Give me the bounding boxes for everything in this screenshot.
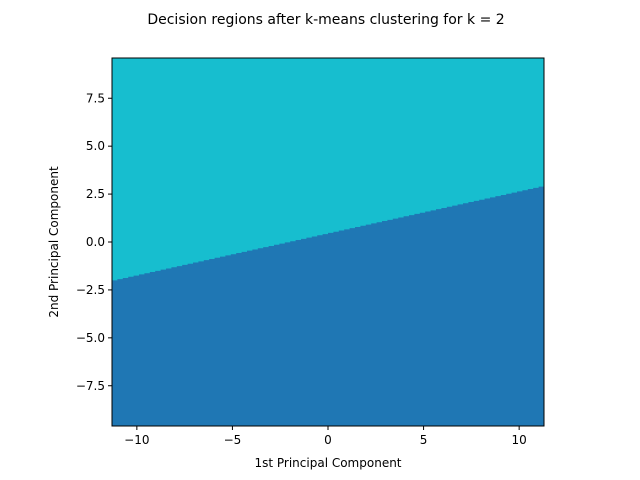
x-tick-label: −5	[224, 433, 242, 447]
y-tick-label: 2.5	[86, 187, 105, 201]
x-tick-label: −10	[124, 433, 149, 447]
y-axis-label: 2nd Principal Component	[47, 166, 61, 318]
y-tick-label: 7.5	[86, 91, 105, 105]
chart-title: Decision regions after k-means clusterin…	[147, 12, 504, 28]
plot-area	[111, 57, 545, 427]
x-axis: −10 −5 0 5 10	[124, 426, 527, 447]
x-tick-label: 5	[420, 433, 428, 447]
y-tick-label: −2.5	[76, 283, 105, 297]
x-tick-label: 10	[512, 433, 527, 447]
x-tick-label: 0	[324, 433, 332, 447]
y-tick-label: −5.0	[76, 331, 105, 345]
x-axis-label: 1st Principal Component	[254, 456, 401, 470]
y-tick-label: 0.0	[86, 235, 105, 249]
y-axis: −7.5 −5.0 −2.5 0.0 2.5 5.0 7.5	[76, 91, 112, 393]
y-tick-label: −7.5	[76, 379, 105, 393]
region-lower	[112, 185, 544, 426]
y-tick-label: 5.0	[86, 139, 105, 153]
